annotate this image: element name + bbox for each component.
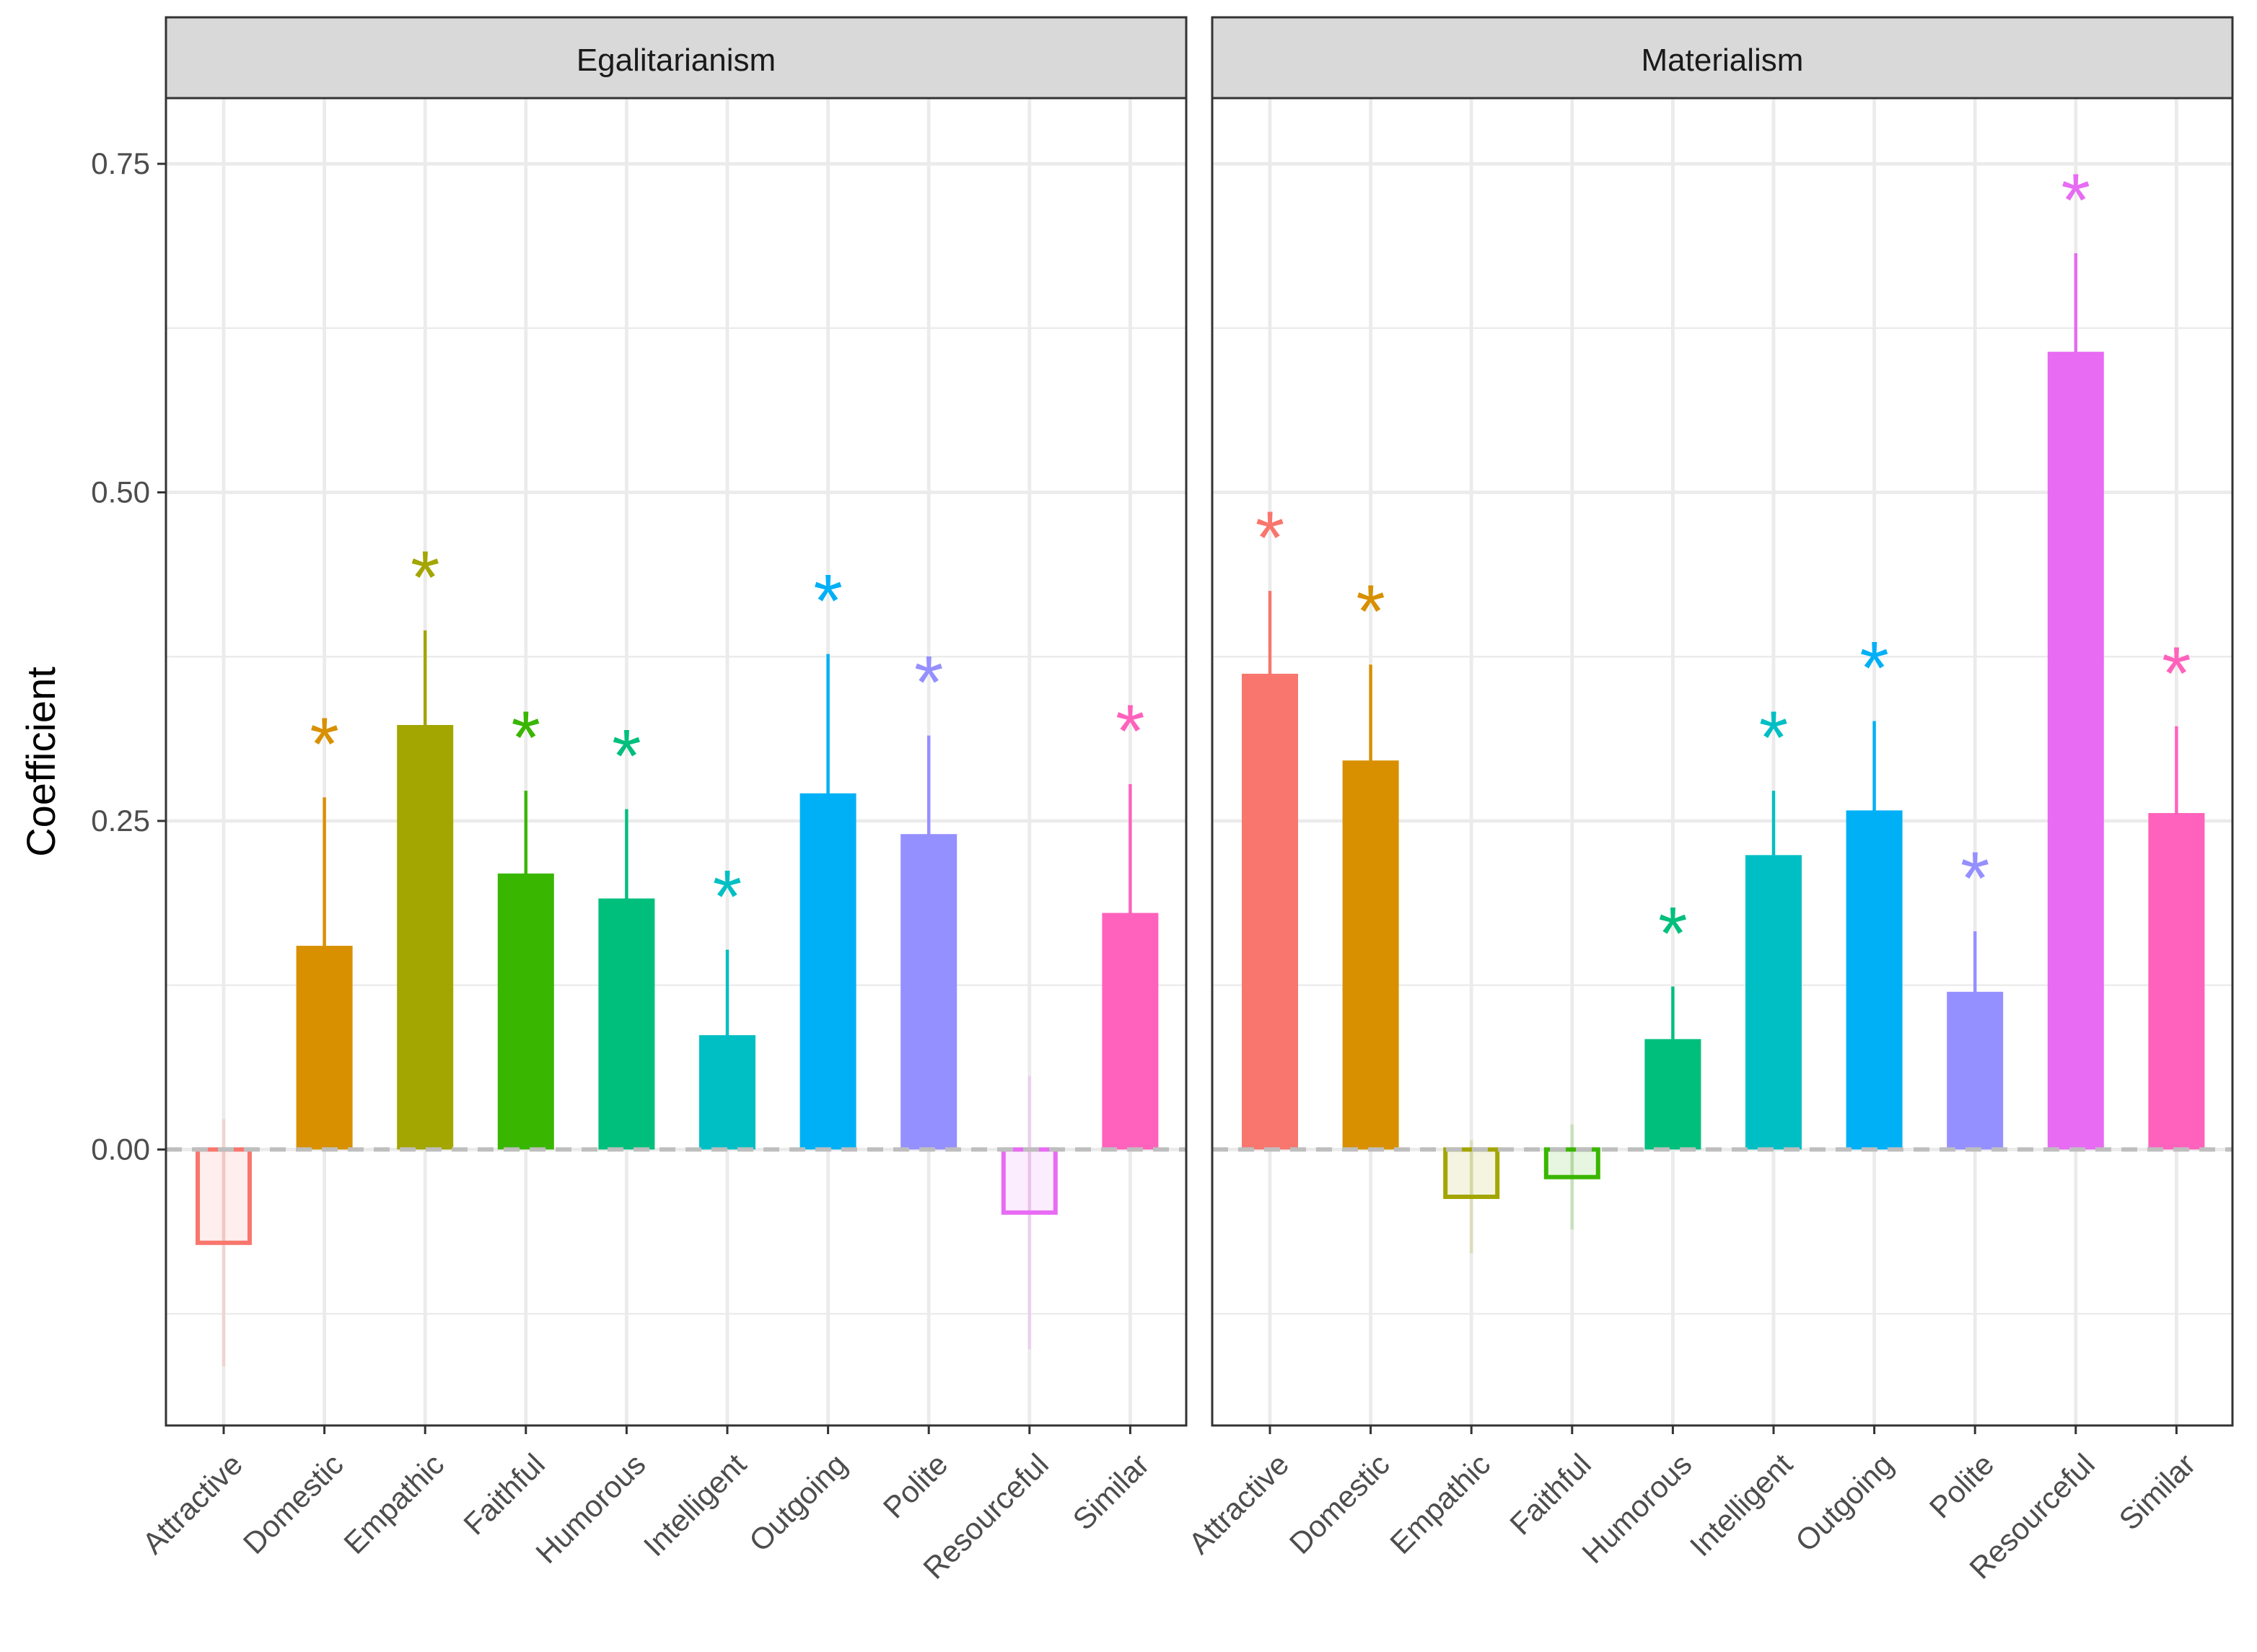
bar-faithful: [1543, 1147, 1600, 1179]
x-tick-label: Outgoing: [742, 1447, 854, 1558]
x-tick-label: Attractive: [1182, 1447, 1295, 1560]
x-tick-label: Domestic: [1283, 1447, 1396, 1560]
facet-title: Materialism: [1642, 43, 1804, 78]
significance-star: *: [1960, 837, 1989, 921]
bar-polite: [1947, 991, 2004, 1150]
x-tick-label: Empathic: [1383, 1447, 1496, 1560]
bar-humorous: [598, 898, 655, 1150]
bar-empathic: [397, 724, 454, 1150]
y-tick-label: 0.75: [91, 146, 150, 180]
panel-egalitarianism: Egalitarianism * * * * * * * * AttractiveDomestic…: [136, 16, 1188, 1586]
x-tick-label: Attractive: [136, 1447, 249, 1560]
bar-resourceful: [1001, 1147, 1058, 1215]
bar-faithful: [497, 873, 554, 1150]
bar-outgoing: [799, 793, 856, 1150]
significance-star: *: [411, 536, 439, 620]
x-tick-label: Faithful: [457, 1447, 551, 1542]
bar-resourceful: [2047, 351, 2104, 1150]
x-tick-label: Faithful: [1503, 1447, 1598, 1542]
bar-domestic: [1342, 760, 1399, 1150]
x-tick-label: Intelligent: [637, 1447, 753, 1563]
significance-star: *: [512, 696, 540, 780]
x-tick-label: Domestic: [237, 1447, 350, 1560]
significance-star: *: [2061, 159, 2090, 242]
significance-star: *: [1255, 496, 1284, 580]
bar-attractive: [196, 1147, 252, 1245]
bar-empathic: [1443, 1147, 1500, 1200]
y-axis-label: Coefficient: [18, 667, 63, 857]
bar-intelligent: [699, 1034, 755, 1150]
significance-star: *: [1658, 892, 1687, 976]
significance-star: *: [1759, 696, 1788, 780]
x-tick-label: Similar: [1066, 1447, 1156, 1537]
x-tick-label: Polite: [1923, 1447, 2001, 1525]
bar-domestic: [296, 946, 353, 1150]
panel-materialism: Materialism * * * * * * * * AttractiveDomesticEmp…: [1182, 16, 2234, 1586]
significance-star: *: [713, 856, 742, 939]
x-tick-label: Empathic: [337, 1447, 450, 1560]
significance-star: *: [1116, 690, 1144, 773]
bar-intelligent: [1745, 855, 1802, 1150]
x-tick-label: Humorous: [1575, 1447, 1698, 1570]
bar-humorous: [1644, 1039, 1701, 1150]
significance-star: *: [914, 641, 943, 725]
panel-border: [1211, 97, 2234, 1427]
significance-star: *: [1356, 570, 1385, 654]
x-tick-label: Humorous: [529, 1447, 652, 1570]
x-tick-label: Polite: [877, 1447, 955, 1525]
y-tick-label: 0.25: [91, 804, 150, 838]
facet-strip: [1211, 16, 2234, 100]
facet-title: Egalitarianism: [577, 43, 776, 78]
x-tick-label: Similar: [2113, 1447, 2202, 1537]
bar-polite: [900, 834, 957, 1150]
facet-strip: [165, 16, 1188, 100]
significance-star: *: [2162, 632, 2191, 716]
y-tick-label: 0.50: [91, 475, 150, 509]
bar-similar: [2148, 813, 2205, 1150]
panel-border: [165, 97, 1188, 1427]
significance-star: *: [813, 560, 842, 643]
x-tick-label: Intelligent: [1683, 1447, 1800, 1563]
significance-star: *: [612, 715, 641, 799]
bar-outgoing: [1846, 810, 1903, 1150]
significance-star: *: [1859, 627, 1888, 711]
x-tick-label: Outgoing: [1789, 1447, 1900, 1558]
significance-star: *: [310, 703, 338, 786]
bar-attractive: [1242, 673, 1298, 1150]
y-tick-label: 0.00: [91, 1132, 150, 1166]
bar-similar: [1102, 913, 1159, 1150]
